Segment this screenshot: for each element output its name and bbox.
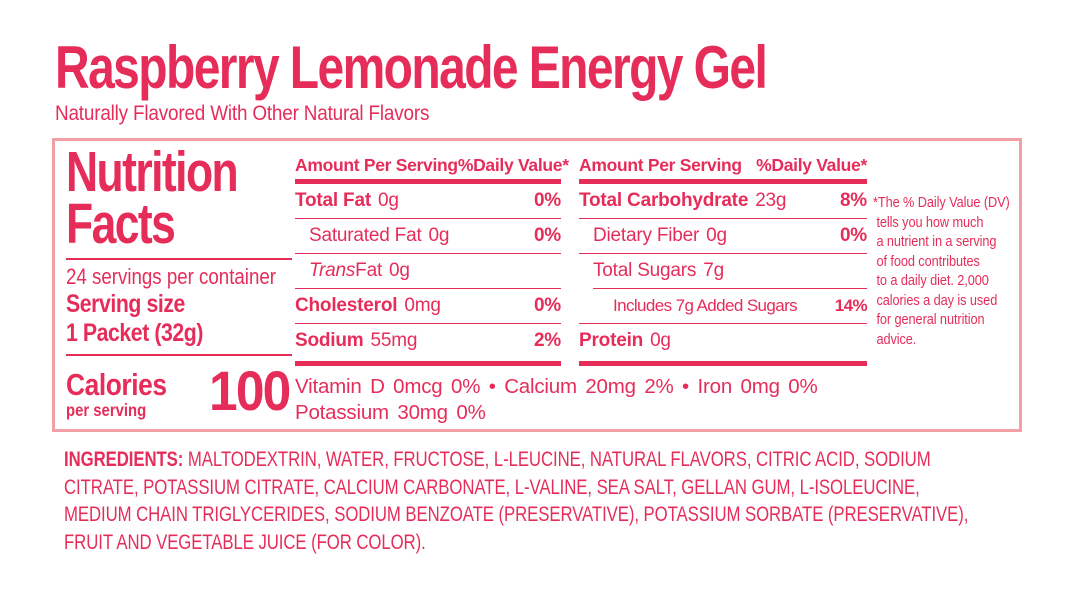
divider-rule (66, 353, 292, 357)
calories-labels: Calories per serving (66, 364, 209, 420)
nutrition-facts-panel: Nutrition Facts 24 servings per containe… (52, 138, 1022, 432)
daily-value: 0% (533, 224, 561, 246)
thick-rule (579, 179, 867, 184)
nutrient-row-dietary-fiber: Dietary Fiber 0g 0% (579, 219, 867, 253)
nutrition-facts-left-column: Nutrition Facts 24 servings per containe… (66, 140, 296, 423)
daily-value-footnote: *The % Daily Value (DV) tells you how mu… (873, 194, 1010, 348)
ingredients-label: INGREDIENTS: (64, 447, 184, 471)
daily-value: 2% (533, 329, 561, 351)
product-title: Raspberry Lemonade Energy Gel (55, 34, 768, 101)
ingredients-text: MALTODEXTRIN, WATER, FRUCTOSE, L-LEUCINE… (64, 447, 969, 554)
table-header: Amount Per Serving %Daily Value* (579, 155, 867, 176)
row-divider (295, 217, 561, 219)
nutrient-name: Fat (355, 259, 383, 281)
heading-line-2: Facts (66, 192, 176, 257)
table-header: Amount Per Serving %Daily Value* (295, 155, 569, 176)
header-amount-per-serving: Amount Per Serving (295, 155, 458, 175)
row-divider (579, 217, 867, 219)
header-daily-value: %Daily Value* (756, 155, 867, 175)
nutrient-row-cholesterol: Cholesterol 0mg 0% (295, 289, 561, 323)
nutrient-amount: 0g (389, 259, 410, 281)
calories-label: Calories (66, 367, 167, 403)
nutrient-amount: 0g (377, 189, 399, 211)
calories-sublabel: per serving (66, 400, 147, 421)
row-divider (579, 252, 867, 254)
nutrient-row-trans-fat: Trans Fat 0g (295, 254, 561, 288)
divider-rule (66, 257, 292, 261)
serving-size-value: 1 Packet (32g) (66, 318, 203, 347)
serving-size-label: Serving size (66, 290, 185, 319)
calories-value: 100 (208, 359, 291, 423)
nutrient-name: Sodium (295, 329, 364, 351)
nutrient-name: Total Carbohydrate (579, 189, 749, 211)
nutrient-amount: 7g (703, 259, 724, 281)
nutrient-amount: 0g (706, 224, 727, 246)
nutrient-name: Includes 7g Added Sugars (613, 295, 798, 315)
nutrition-facts-heading: Nutrition Facts (66, 140, 245, 257)
servings-per-container: 24 servings per container (66, 264, 276, 290)
nutrient-name: Dietary Fiber (593, 224, 700, 246)
row-divider (579, 322, 867, 324)
nutrient-name: Cholesterol (295, 294, 398, 316)
heading-line-1: Nutrition (66, 140, 239, 204)
thick-rule (295, 179, 561, 184)
nutrient-name-italic: Trans (309, 259, 356, 281)
nutrient-row-saturated-fat: Saturated Fat 0g 0% (295, 219, 561, 253)
thick-rule (579, 360, 867, 366)
micronutrients: Vitamin D 0mcg 0% • Calcium 20mg 2% • Ir… (295, 374, 875, 425)
micronutrients-line-1: Vitamin D 0mcg 0% • Calcium 20mg 2% • Ir… (295, 375, 818, 398)
nutrient-row-total-fat: Total Fat 0g 0% (295, 184, 561, 218)
nutrient-table-left: Amount Per Serving %Daily Value* Total F… (295, 155, 569, 366)
ingredients-paragraph: INGREDIENTS: MALTODEXTRIN, WATER, FRUCTO… (64, 446, 984, 556)
nutrient-amount: 0g (650, 329, 671, 351)
nutrient-amount: 0g (428, 224, 450, 246)
row-divider (295, 322, 561, 324)
row-divider (295, 252, 561, 254)
daily-value: 0% (533, 294, 561, 316)
nutrient-amount: 0mg (404, 294, 441, 316)
micronutrients-line-2: Potassium 30mg 0% (295, 400, 486, 424)
nutrient-row-added-sugars: Includes 7g Added Sugars 14% (579, 289, 868, 323)
daily-value: 0% (839, 224, 867, 246)
product-subtitle: Naturally Flavored With Other Natural Fl… (55, 102, 430, 125)
daily-value: 8% (839, 189, 867, 211)
nutrient-amount: 23g (755, 189, 787, 211)
nutrient-name: Total Fat (295, 189, 371, 211)
nutrient-row-protein: Protein 0g (579, 324, 867, 358)
daily-value: 14% (834, 295, 868, 315)
row-divider-indented (593, 287, 867, 289)
nutrient-name: Protein (579, 329, 644, 351)
header-daily-value: %Daily Value* (457, 155, 569, 175)
nutrient-name: Saturated Fat (309, 224, 422, 246)
nutrient-name: Total Sugars (593, 259, 697, 281)
nutrient-row-total-carbohydrate: Total Carbohydrate 23g 8% (579, 184, 867, 218)
nutrient-amount: 55mg (370, 329, 418, 351)
thick-rule (295, 360, 561, 366)
header-amount-per-serving: Amount Per Serving (579, 155, 742, 175)
nutrient-row-total-sugars: Total Sugars 7g (579, 254, 867, 288)
row-divider (295, 287, 561, 289)
nutrient-row-sodium: Sodium 55mg 2% (295, 324, 561, 358)
calories-row: Calories per serving 100 (66, 359, 296, 423)
daily-value: 0% (533, 189, 561, 211)
nutrient-table-right: Amount Per Serving %Daily Value* Total C… (579, 155, 868, 366)
